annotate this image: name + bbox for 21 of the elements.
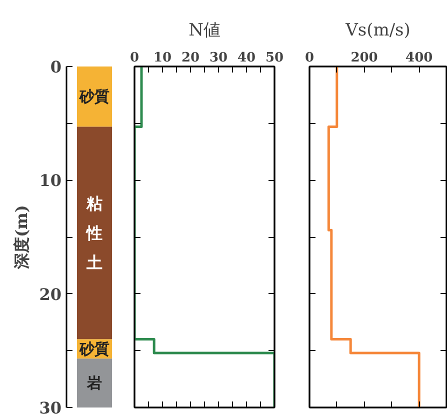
series-label: 砂質	[78, 340, 110, 358]
bar	[77, 126, 112, 340]
bar	[77, 358, 112, 408]
series-label: 砂質	[78, 88, 110, 106]
x-tick-label: 400	[406, 50, 433, 66]
x-tick-label: 20	[181, 50, 200, 66]
x-tick-label: 200	[350, 50, 378, 66]
series-label: 岩	[86, 374, 102, 392]
x-tick-label: 40	[237, 50, 256, 66]
y-tick-label: 20	[39, 284, 62, 304]
x-tick-label: 0	[304, 50, 314, 66]
y-axis-title: 深度(m)	[12, 204, 32, 270]
x-tick-label: 0	[130, 50, 140, 66]
y-tick-label: 10	[39, 171, 62, 190]
x-axis-title: Vs(m/s)	[344, 20, 410, 40]
y-tick-label: 30	[39, 398, 62, 417]
series-label: 粘性土	[86, 194, 102, 272]
x-axis-title: N値	[188, 20, 220, 40]
x-tick-label: 10	[153, 50, 172, 66]
x-tick-label: 50	[265, 50, 284, 66]
x-tick-label: 30	[209, 50, 228, 66]
